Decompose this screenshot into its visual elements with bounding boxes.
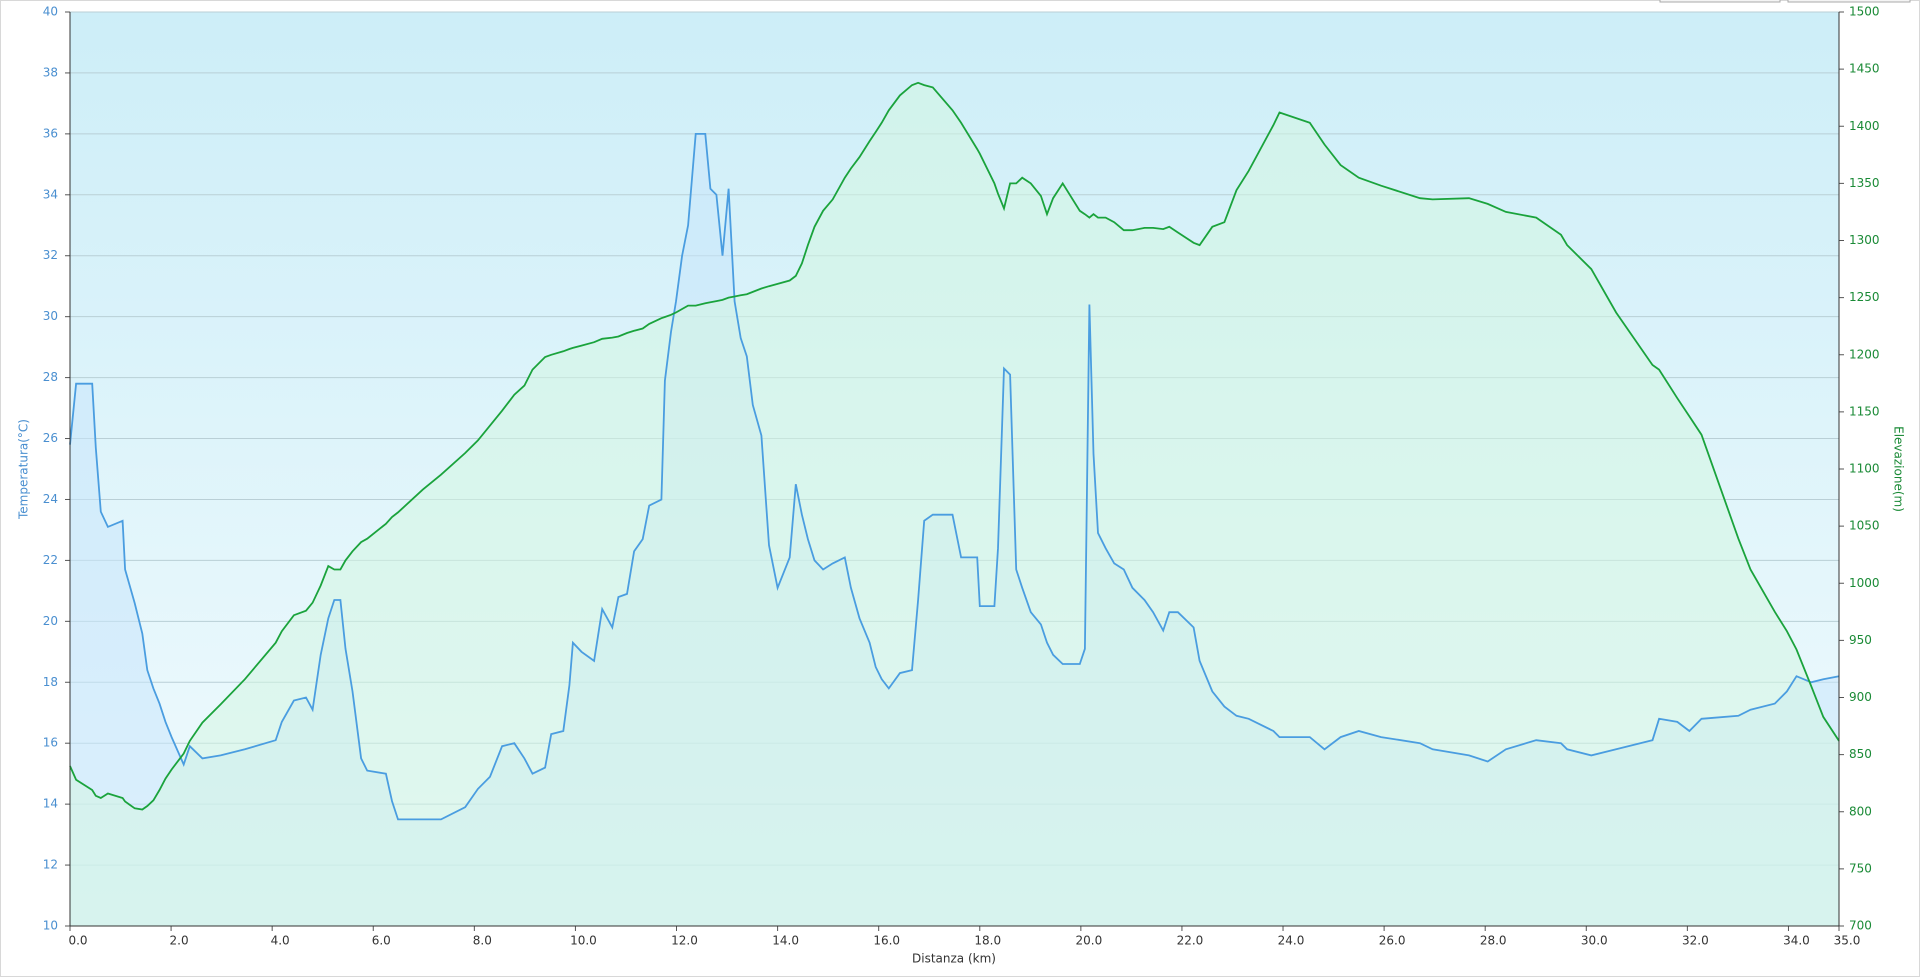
y2-tick-label: 1200 (1849, 347, 1880, 361)
x-tick-label: 12.0 (671, 934, 698, 948)
series-area (70, 82, 1839, 927)
y-tick-label: 28 (43, 370, 58, 384)
y2-tick-label: 1250 (1849, 290, 1880, 304)
y2-tick-label: 800 (1849, 804, 1872, 818)
y2-tick-label: 950 (1849, 633, 1872, 647)
y2-tick-label: 1000 (1849, 576, 1880, 590)
y-tick-label: 32 (43, 248, 58, 262)
x-tick-label: 24.0 (1278, 934, 1305, 948)
x-tick-label: 22.0 (1177, 934, 1204, 948)
series-line (69, 81, 1840, 811)
y2-tick-label: 1150 (1849, 404, 1880, 418)
y2-tick-label: 1450 (1849, 62, 1880, 76)
y2-tick-label: 700 (1849, 919, 1872, 933)
y-tick-label: 20 (43, 614, 58, 628)
x-tick-label: 6.0 (372, 934, 391, 948)
y2-tick-label: 1500 (1849, 5, 1880, 19)
x-tick-label: 2.0 (170, 934, 189, 948)
x-tick-label: 18.0 (974, 934, 1001, 948)
x-tick-label: 10.0 (570, 934, 597, 948)
x-tick-label: 0.0 (68, 934, 87, 948)
y-tick-label: 26 (43, 431, 58, 445)
x-tick-label: 30.0 (1581, 934, 1608, 948)
series-line (69, 133, 1840, 821)
y-tick-label: 24 (43, 492, 58, 506)
y2-tick-label: 850 (1849, 747, 1872, 761)
y-tick-label: 22 (43, 553, 58, 567)
y-axis-title: Temperatura(°C) (17, 419, 31, 520)
x-axis-title: Distanza (km) (912, 952, 996, 966)
y-tick-label: 30 (43, 309, 58, 323)
button[interactable] (1659, 0, 1781, 3)
x-tick-label: 34.0 (1783, 934, 1810, 948)
x-tick-label: 16.0 (873, 934, 900, 948)
button[interactable] (1787, 0, 1911, 3)
y-tick-label: 18 (43, 675, 58, 689)
y2-tick-label: 1350 (1849, 176, 1880, 190)
y-tick-label: 14 (43, 797, 58, 811)
y-tick-label: 38 (43, 65, 58, 79)
y-tick-label: 12 (43, 858, 58, 872)
x-tick-label: 35.0 (1834, 934, 1861, 948)
x-tick-label: 8.0 (473, 934, 492, 948)
x-tick-label: 14.0 (772, 934, 799, 948)
y2-tick-label: 1400 (1849, 119, 1880, 133)
y-tick-label: 40 (43, 5, 58, 19)
x-tick-label: 28.0 (1480, 934, 1507, 948)
y-tick-label: 34 (43, 187, 58, 201)
y2-tick-label: 1100 (1849, 462, 1880, 476)
y2-tick-label: 750 (1849, 861, 1872, 875)
y-tick-label: 16 (43, 736, 58, 750)
y-tick-label: 10 (43, 919, 58, 933)
x-tick-label: 26.0 (1379, 934, 1406, 948)
y2-tick-label: 1050 (1849, 519, 1880, 533)
y2-tick-label: 1300 (1849, 233, 1880, 247)
y-tick-label: 36 (43, 126, 58, 140)
y2-tick-label: 900 (1849, 690, 1872, 704)
y2-axis-title: Elevazione(m) (1892, 426, 1906, 512)
x-tick-label: 4.0 (271, 934, 290, 948)
x-tick-label: 32.0 (1682, 934, 1709, 948)
x-tick-label: 20.0 (1075, 934, 1102, 948)
